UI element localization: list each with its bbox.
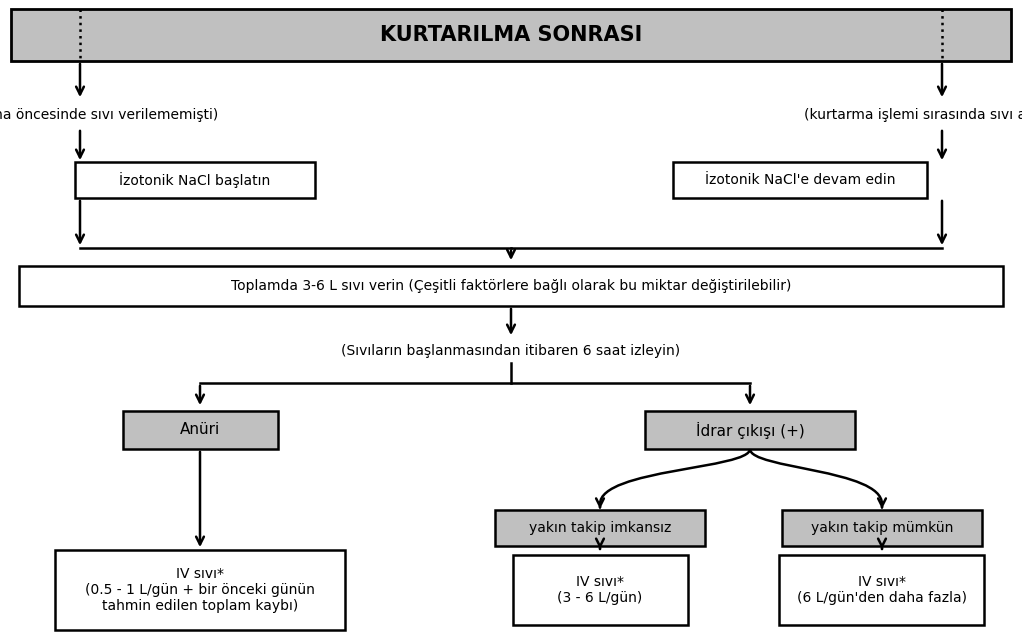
- FancyBboxPatch shape: [782, 510, 982, 546]
- Text: (Sıvıların başlanmasından itibaren 6 saat izleyin): (Sıvıların başlanmasından itibaren 6 saa…: [341, 344, 681, 358]
- Text: KURTARILMA SONRASI: KURTARILMA SONRASI: [380, 25, 642, 45]
- Text: Anüri: Anüri: [180, 422, 220, 438]
- Text: (kurtarma öncesinde sıvı verilememişti): (kurtarma öncesinde sıvı verilememişti): [0, 108, 218, 122]
- Text: IV sıvı*
(0.5 - 1 L/gün + bir önceki günün
tahmin edilen toplam kaybı): IV sıvı* (0.5 - 1 L/gün + bir önceki gün…: [85, 567, 315, 613]
- FancyBboxPatch shape: [11, 9, 1011, 61]
- FancyBboxPatch shape: [75, 162, 315, 198]
- FancyBboxPatch shape: [672, 162, 928, 198]
- FancyBboxPatch shape: [780, 555, 984, 625]
- Text: yakın takip mümkün: yakın takip mümkün: [810, 521, 954, 535]
- FancyBboxPatch shape: [495, 510, 705, 546]
- FancyBboxPatch shape: [123, 411, 278, 449]
- Text: İzotonik NaCl'e devam edin: İzotonik NaCl'e devam edin: [705, 173, 895, 187]
- Text: IV sıvı*
(3 - 6 L/gün): IV sıvı* (3 - 6 L/gün): [557, 575, 643, 605]
- Text: (kurtarma işlemi sırasında sıvı alıyordu): (kurtarma işlemi sırasında sıvı alıyordu…: [804, 108, 1022, 122]
- FancyBboxPatch shape: [18, 266, 1004, 306]
- FancyBboxPatch shape: [55, 550, 345, 630]
- FancyBboxPatch shape: [512, 555, 688, 625]
- Text: İdrar çıkışı (+): İdrar çıkışı (+): [696, 422, 804, 438]
- Text: yakın takip imkansız: yakın takip imkansız: [528, 521, 671, 535]
- Text: IV sıvı*
(6 L/gün'den daha fazla): IV sıvı* (6 L/gün'den daha fazla): [797, 575, 967, 605]
- Text: İzotonik NaCl başlatın: İzotonik NaCl başlatın: [120, 172, 271, 188]
- Text: Toplamda 3-6 L sıvı verin (Çeşitli faktörlere bağlı olarak bu miktar değiştirile: Toplamda 3-6 L sıvı verin (Çeşitli faktö…: [231, 279, 791, 293]
- FancyBboxPatch shape: [645, 411, 855, 449]
